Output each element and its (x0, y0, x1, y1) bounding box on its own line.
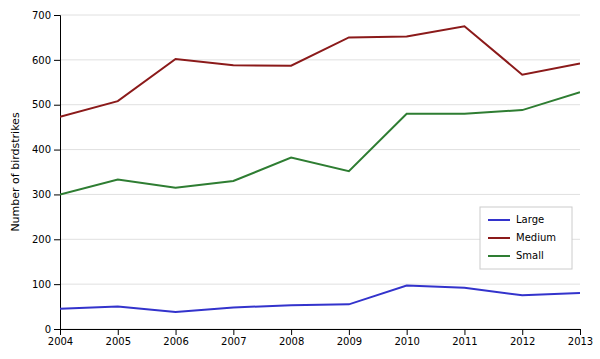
tick-label: 2007 (221, 336, 246, 347)
x-axis: 2004 2005 2006 2007 2008 2009 2010 2011 2012 2013 (48, 329, 593, 347)
tick-mark (54, 194, 60, 195)
tick-label: 100 (32, 279, 51, 290)
tick: 2004 (48, 329, 73, 347)
grid (60, 15, 580, 329)
legend: Large Medium Small (480, 207, 572, 269)
tick-mark (118, 329, 119, 335)
tick-label: 500 (32, 99, 51, 110)
tick-label: 300 (32, 189, 51, 200)
tick: 2006 (163, 329, 188, 347)
series-line (60, 285, 580, 311)
tick-mark (54, 239, 60, 240)
legend-swatch (488, 255, 510, 257)
tick: 2009 (337, 329, 362, 347)
tick-mark (54, 105, 60, 106)
tick: 2011 (452, 329, 477, 347)
legend-label: Small (516, 250, 544, 261)
tick: 0 (45, 324, 60, 335)
lines (60, 26, 580, 312)
tick-mark (54, 329, 60, 330)
tick-label: 600 (32, 55, 51, 66)
tick-label: 2008 (279, 336, 304, 347)
legend-entry: Medium (488, 232, 556, 243)
tick: 2012 (510, 329, 535, 347)
tick: 2007 (221, 329, 246, 347)
y-axis: 0 100 200 300 400 500 600 700 (32, 10, 61, 335)
tick-label: 700 (32, 10, 51, 21)
tick: 200 (32, 234, 60, 245)
tick-mark (54, 284, 60, 285)
grid-line (60, 15, 580, 16)
tick-mark (291, 329, 292, 335)
tick-mark (233, 329, 234, 335)
tick-label: 2009 (337, 336, 362, 347)
grid-line (60, 194, 580, 195)
tick: 2013 (568, 329, 593, 347)
axis-line (61, 330, 581, 336)
tick: 700 (32, 10, 60, 21)
tick-label: 400 (32, 144, 51, 155)
series-line (60, 26, 580, 117)
tick-label: 2004 (48, 336, 73, 347)
tick: 400 (32, 144, 60, 155)
tick: 500 (32, 99, 60, 110)
tick-mark (407, 329, 408, 335)
tick-label: 2013 (568, 336, 593, 347)
tick: 100 (32, 279, 60, 290)
legend-label: Large (516, 214, 544, 225)
legend-swatch (488, 219, 510, 221)
tick-label: 2012 (510, 336, 535, 347)
y-axis-title: Number of birdstrikes (9, 112, 22, 232)
tick-mark (54, 150, 60, 151)
tick-mark (54, 15, 60, 16)
chart: 2004 2005 2006 2007 2008 2009 2010 2011 2012 2013… (0, 0, 600, 359)
tick-label: 2005 (106, 336, 131, 347)
grid-line (60, 284, 580, 285)
tick-label: 200 (32, 234, 51, 245)
tick: 600 (32, 55, 60, 66)
tick: 2005 (106, 329, 131, 347)
grid-line (60, 59, 580, 60)
tick-mark (580, 329, 581, 335)
tick: 2008 (279, 329, 304, 347)
legend-label: Medium (516, 232, 556, 243)
tick: 2010 (394, 329, 419, 347)
legend-entry: Large (488, 214, 544, 225)
grid-line (60, 104, 580, 105)
legend-frame (480, 207, 572, 269)
tick-mark (522, 329, 523, 335)
tick-mark (349, 329, 350, 335)
tick-label: 2010 (394, 336, 419, 347)
tick: 300 (32, 189, 60, 200)
legend-entry: Small (488, 250, 544, 261)
axis-line (54, 16, 61, 330)
tick-mark (176, 329, 177, 335)
tick-label: 0 (45, 324, 51, 335)
tick-label: 2006 (163, 336, 188, 347)
tick-mark (54, 60, 60, 61)
grid-line (60, 149, 580, 150)
plot-area: 2004 2005 2006 2007 2008 2009 2010 2011 2012 2013… (32, 10, 593, 347)
tick-mark (464, 329, 465, 335)
legend-swatch (488, 237, 510, 239)
tick-label: 2011 (452, 336, 477, 347)
series-line (60, 92, 580, 194)
